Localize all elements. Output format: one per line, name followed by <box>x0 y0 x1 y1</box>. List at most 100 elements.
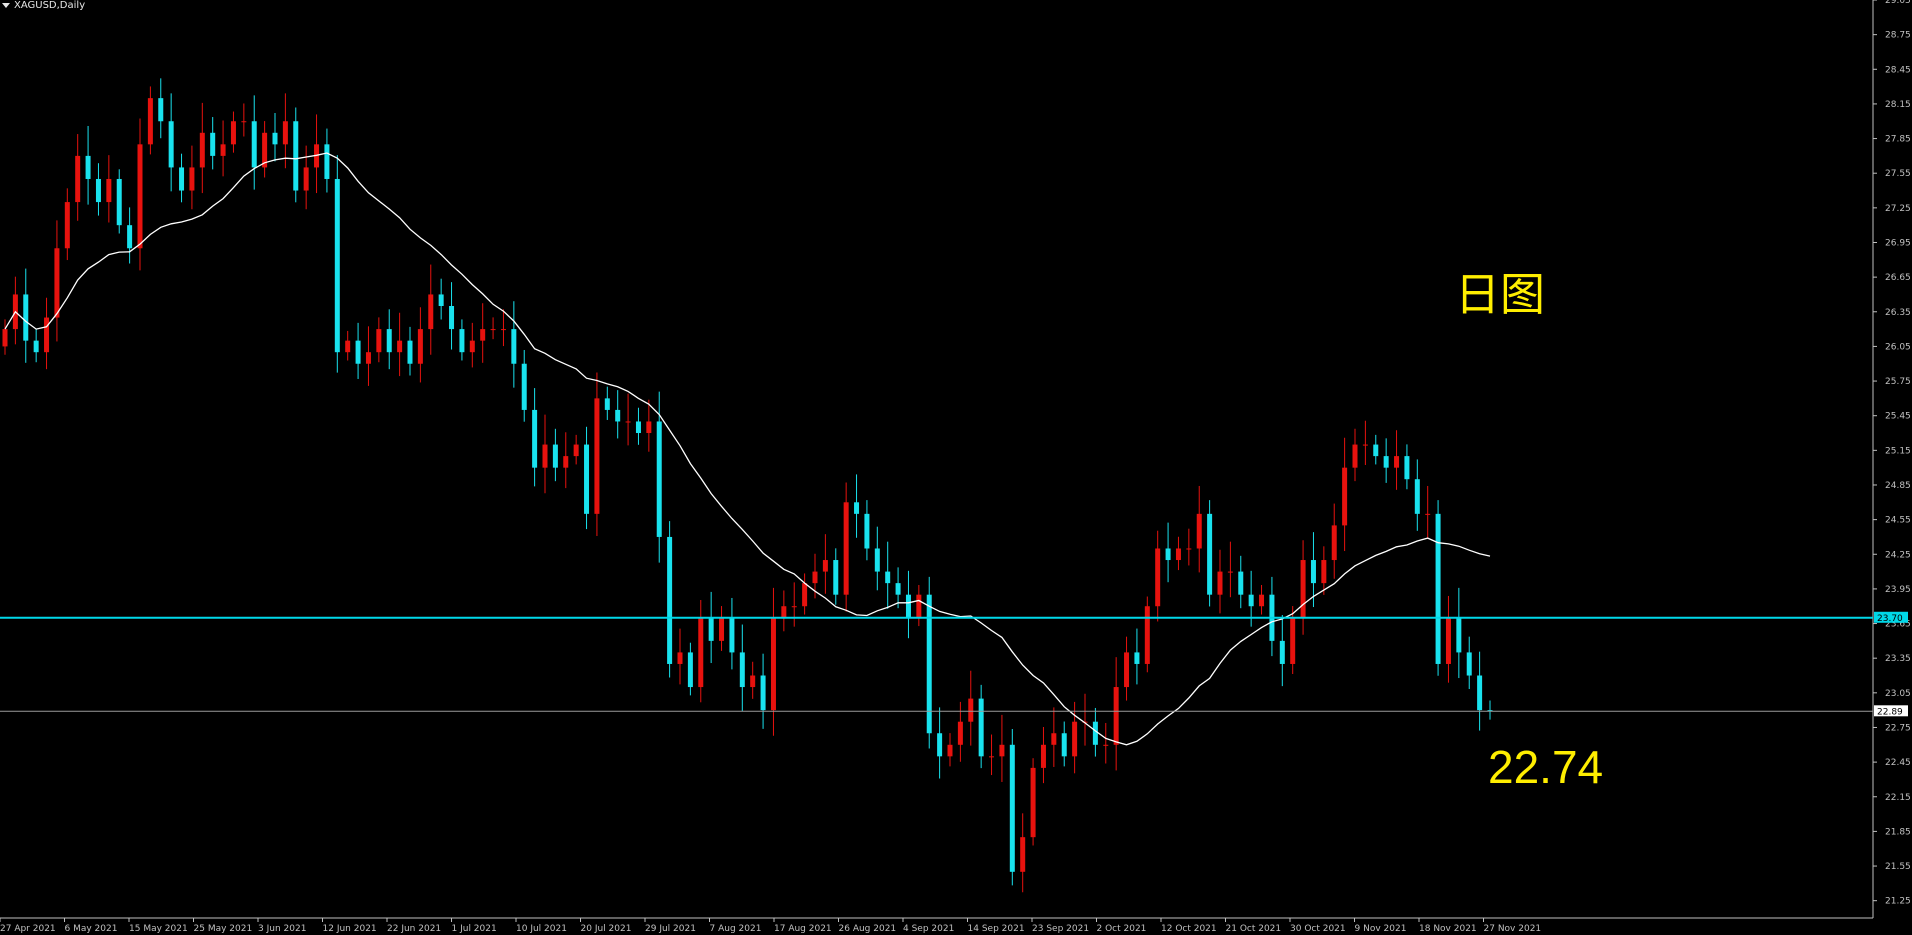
y-tick-label: 26.05 <box>1885 342 1911 352</box>
candle-body <box>1020 837 1026 872</box>
candle-body <box>635 421 641 434</box>
moving-average-line <box>4 152 1491 746</box>
candle-body <box>1186 548 1192 550</box>
candle-body <box>864 513 870 549</box>
x-tick-label: 26 Aug 2021 <box>839 924 897 934</box>
candle-body <box>1144 606 1150 664</box>
candle-body <box>708 617 714 641</box>
y-tick-label: 28.75 <box>1885 31 1911 41</box>
chevron-down-icon[interactable] <box>2 2 10 8</box>
candle-body <box>1445 617 1451 664</box>
x-tick-label: 30 Oct 2021 <box>1290 924 1346 934</box>
candle-body <box>1259 594 1265 607</box>
x-tick-label: 17 Aug 2021 <box>774 924 832 934</box>
y-tick-label: 25.45 <box>1885 412 1911 422</box>
candle-body <box>1030 767 1036 838</box>
candle-body <box>833 560 839 595</box>
candle-body <box>106 178 112 203</box>
y-tick-label: 24.55 <box>1885 516 1911 526</box>
candle-body <box>1342 467 1348 526</box>
candle-body <box>532 409 538 468</box>
candle-body <box>729 617 735 653</box>
candle-body <box>1352 444 1358 468</box>
candle-body <box>1113 687 1119 745</box>
x-tick-label: 12 Jun 2021 <box>323 924 377 934</box>
candle-body <box>947 744 953 757</box>
candle-body <box>272 132 278 145</box>
symbol-label: XAGUSD,Daily <box>2 0 85 11</box>
candle-body <box>293 121 299 191</box>
x-tick-label: 27 Nov 2021 <box>1484 924 1542 934</box>
candle-body <box>428 294 434 330</box>
candle-body <box>397 340 403 353</box>
candle-body <box>822 560 828 572</box>
candle-body <box>334 178 340 353</box>
y-tick-label: 22.15 <box>1885 793 1911 803</box>
candle-body <box>1248 594 1254 607</box>
y-tick-label: 28.15 <box>1885 100 1911 110</box>
x-tick-label: 18 Nov 2021 <box>1419 924 1477 934</box>
y-tick-label: 24.85 <box>1885 481 1911 491</box>
timeframe-annotation: 日图 <box>1455 268 1546 321</box>
candle-body <box>251 121 257 168</box>
x-tick-label: 12 Oct 2021 <box>1161 924 1217 934</box>
y-tick-label: 21.55 <box>1885 862 1911 872</box>
x-tick-label: 14 Sep 2021 <box>968 924 1025 934</box>
candle-body <box>594 398 600 514</box>
candle-body <box>677 652 683 664</box>
candle-body <box>843 502 849 595</box>
candle-body <box>916 594 922 618</box>
price-annotation: 22.74 <box>1488 741 1604 793</box>
y-tick-label: 27.85 <box>1885 135 1911 145</box>
candle-body <box>812 571 818 584</box>
current-price-label: 22.89 <box>1877 707 1903 717</box>
candle-body <box>615 409 621 422</box>
y-tick-label: 22.45 <box>1885 758 1911 768</box>
level-price-tag <box>1874 611 1908 623</box>
candle-body <box>127 225 133 249</box>
candle-body <box>137 144 143 249</box>
y-tick-label: 27.25 <box>1885 204 1911 214</box>
candle-body <box>511 329 517 364</box>
candle-body <box>1477 675 1483 711</box>
y-tick-label: 28.45 <box>1885 65 1911 75</box>
candle-body <box>895 583 901 595</box>
candle-body <box>116 178 122 226</box>
candle-body <box>1175 548 1181 561</box>
candle-body <box>282 121 288 145</box>
candle-body <box>584 444 590 514</box>
candle-body <box>687 652 693 688</box>
candle-body <box>1207 513 1213 595</box>
candle-body <box>999 744 1005 757</box>
symbol-text: XAGUSD,Daily <box>14 0 86 11</box>
candle-body <box>459 329 465 353</box>
y-tick-label: 26.35 <box>1885 308 1911 318</box>
x-tick-label: 4 Sep 2021 <box>903 924 954 934</box>
candle-body <box>75 155 81 203</box>
y-tick-label: 21.25 <box>1885 897 1911 907</box>
candle-body <box>1414 479 1420 514</box>
candle-body <box>168 121 174 168</box>
candle-body <box>480 329 486 341</box>
candle-body <box>220 144 226 156</box>
candle-body <box>1217 571 1223 595</box>
candle-body <box>1300 560 1306 618</box>
candle-body <box>667 536 673 664</box>
x-tick-label: 3 Jun 2021 <box>258 924 306 934</box>
candle-body <box>802 583 808 607</box>
candle-body <box>750 675 756 688</box>
candle-body <box>23 294 29 341</box>
candle-body <box>1196 513 1202 549</box>
candle-body <box>521 363 527 410</box>
candle-body <box>1134 652 1140 664</box>
candle-body <box>968 698 974 722</box>
y-tick-label: 21.85 <box>1885 827 1911 837</box>
candle-body <box>563 456 569 468</box>
x-tick-label: 22 Jun 2021 <box>387 924 441 934</box>
candle-body <box>791 606 797 608</box>
y-tick-label: 27.55 <box>1885 169 1911 179</box>
candle-body <box>365 352 371 364</box>
candle-body <box>210 132 216 156</box>
candle-body <box>719 617 725 641</box>
